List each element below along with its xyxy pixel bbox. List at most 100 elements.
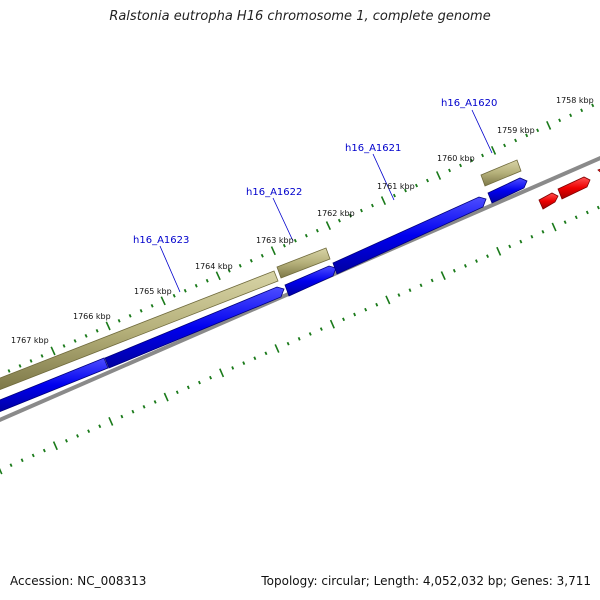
minor-tick	[7, 369, 11, 373]
major-tick	[490, 145, 497, 155]
major-tick	[105, 321, 111, 331]
minor-tick	[18, 364, 22, 368]
minor-tick	[448, 168, 452, 173]
major-tick	[0, 468, 3, 475]
gene-label-h16-a1620: h16_A1620	[441, 98, 497, 109]
minor-tick	[353, 312, 357, 317]
kbp-label-1767: 1767 kbp	[11, 336, 49, 345]
major-tick	[385, 295, 391, 305]
minor-tick	[364, 307, 368, 312]
minor-tick	[536, 128, 540, 133]
gene-arrow-red	[557, 176, 591, 200]
minor-tick	[242, 361, 246, 365]
minor-tick	[142, 405, 146, 409]
minor-tick	[359, 208, 363, 213]
minor-tick	[20, 458, 24, 463]
major-tick	[435, 171, 442, 180]
minor-tick	[76, 434, 80, 438]
minor-tick	[260, 253, 264, 258]
gene-label-h16-a1622: h16_A1622	[246, 187, 302, 198]
minor-tick	[419, 283, 423, 288]
minor-tick	[514, 138, 518, 143]
minor-tick	[481, 153, 485, 158]
kbp-label-1765: 1765 kbp	[134, 287, 172, 296]
gene-arrow-olive	[480, 159, 522, 187]
kbp-label-1759: 1759 kbp	[497, 126, 535, 135]
minor-tick	[452, 268, 456, 273]
minor-tick	[319, 327, 323, 331]
minor-tick	[120, 414, 124, 419]
minor-tick	[249, 258, 253, 263]
minor-tick	[530, 234, 534, 239]
gene-arrow-blue	[487, 177, 528, 204]
minor-tick	[139, 309, 143, 313]
gene-arrow-olive	[276, 247, 331, 279]
minor-tick	[194, 283, 198, 288]
minor-tick	[519, 239, 523, 244]
minor-tick	[29, 359, 33, 363]
minor-tick	[62, 344, 66, 348]
kbp-label-1760: 1760 kbp	[437, 154, 475, 163]
minor-tick	[64, 439, 68, 443]
map-title: Ralstonia eutropha H16 chromosome 1, com…	[109, 9, 491, 24]
major-tick	[551, 222, 557, 232]
minor-tick	[172, 293, 176, 298]
minor-tick	[205, 278, 209, 283]
inner-tick-row	[0, 205, 600, 475]
minor-tick	[238, 263, 242, 268]
minor-tick	[315, 228, 319, 233]
minor-tick	[209, 375, 213, 380]
minor-tick	[153, 400, 157, 404]
kbp-label-1766: 1766 kbp	[73, 312, 111, 321]
gene-arrow-olive	[0, 270, 279, 391]
minor-tick	[117, 319, 121, 323]
minor-tick	[430, 278, 434, 283]
minor-tick	[40, 354, 44, 358]
minor-tick	[508, 244, 512, 249]
topology-stats-text: Topology: circular; Length: 4,052,032 bp…	[261, 574, 591, 588]
minor-tick	[73, 339, 77, 343]
major-tick	[163, 392, 169, 402]
leader-line-h16-a1623	[159, 245, 181, 293]
minor-tick	[596, 205, 600, 210]
major-tick	[160, 296, 166, 306]
minor-tick	[131, 409, 135, 414]
gene-label-h16-a1623: h16_A1623	[133, 235, 189, 246]
minor-tick	[293, 238, 297, 243]
minor-tick	[183, 288, 187, 293]
minor-tick	[227, 268, 231, 273]
leader-line-h16-a1622	[272, 197, 294, 242]
kbp-label-1761: 1761 kbp	[377, 182, 415, 191]
minor-tick	[84, 334, 88, 338]
minor-tick	[392, 193, 396, 198]
major-tick	[496, 246, 502, 256]
gene-arrow-blue	[104, 286, 285, 369]
minor-tick	[282, 243, 286, 248]
major-tick	[50, 346, 56, 356]
outer-tick-row	[0, 103, 595, 381]
minor-tick	[31, 453, 35, 458]
minor-tick	[397, 293, 401, 297]
leader-line-h16-a1621	[372, 153, 395, 201]
olive-gene-group	[0, 159, 522, 391]
minor-tick	[9, 463, 13, 467]
leader-line-h16-a1620	[471, 109, 493, 154]
minor-tick	[580, 108, 584, 113]
major-tick	[270, 246, 276, 256]
gene-label-h16-a1621: h16_A1621	[345, 143, 401, 154]
minor-tick	[470, 158, 474, 163]
minor-tick	[337, 218, 341, 223]
gene-arrow-blue	[0, 357, 109, 413]
kbp-labels: 1758 kbp 1759 kbp 1760 kbp 1761 kbp 1762…	[11, 96, 594, 345]
minor-tick	[463, 264, 467, 268]
accession-text: Accession: NC_008313	[10, 574, 147, 588]
minor-tick	[585, 210, 589, 215]
major-tick	[440, 271, 446, 281]
minor-tick	[197, 380, 201, 385]
minor-tick	[342, 317, 346, 322]
minor-tick	[486, 254, 490, 258]
kbp-label-1764: 1764 kbp	[195, 262, 233, 271]
minor-tick	[591, 103, 595, 108]
minor-tick	[370, 203, 374, 208]
